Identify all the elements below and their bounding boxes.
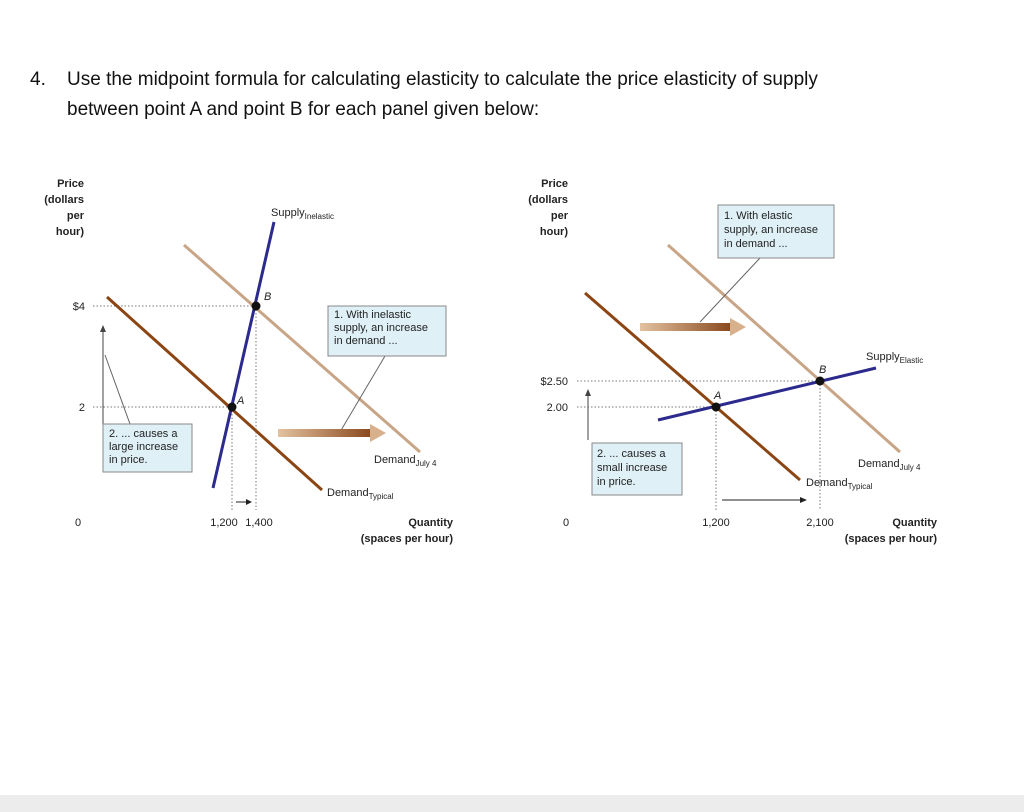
sub: July 4 (416, 459, 437, 468)
callout-text: small increase (597, 462, 667, 474)
name: Demand (327, 487, 369, 499)
origin: 0 (563, 517, 569, 529)
y-label: $4 (73, 301, 85, 313)
axis-title: hour) (540, 226, 568, 238)
point-label: B (819, 364, 826, 376)
shift-arrow (278, 429, 370, 437)
point-label: B (264, 291, 271, 303)
curve-label: DemandJuly 4 (374, 454, 437, 468)
callout-text: supply, an increase (334, 322, 428, 334)
curve-label: SupplyInelastic (271, 207, 334, 221)
panel-1: Price (dollars per hour) $4 2 0 1,200 1,… (44, 178, 454, 545)
y-label: 2.00 (547, 402, 568, 414)
callout-text: in demand ... (334, 335, 398, 347)
shift-arrow-head (370, 424, 386, 442)
axis-title: Price (57, 178, 84, 190)
x-label: 1,400 (245, 517, 273, 529)
leader (104, 354, 131, 425)
axis-title: Quantity (892, 517, 937, 529)
guide (93, 305, 257, 510)
x-label: 1,200 (702, 517, 730, 529)
supply (211, 221, 276, 489)
bottom-strip (0, 795, 1024, 812)
axis-title: (dollars (44, 194, 84, 206)
question-line: Use the midpoint formula for calculating… (67, 69, 818, 90)
callout-text: 2. ... causes a (597, 448, 666, 460)
callout-text: 1. With elastic (724, 210, 793, 222)
demand-new (183, 243, 421, 454)
supply (657, 366, 877, 422)
demand-old (105, 295, 324, 492)
callout (327, 305, 447, 357)
name: Demand (806, 477, 848, 489)
axis-title: per (67, 210, 85, 222)
axis-title: per (551, 210, 569, 222)
y-label: $2.50 (540, 376, 568, 388)
y-label: 2 (79, 402, 85, 414)
name: Demand (858, 458, 900, 470)
name: Supply (866, 351, 900, 363)
callout-text: large increase (109, 441, 178, 453)
axis-title: (spaces per hour) (361, 533, 454, 545)
question-number: 4. (30, 69, 46, 90)
leader (339, 355, 386, 433)
sub: July 4 (900, 463, 921, 472)
name: Demand (374, 454, 416, 466)
origin: 0 (75, 517, 81, 529)
callout-text: in demand ... (724, 238, 788, 250)
shift-arrow-head (730, 318, 746, 336)
sub: Inelastic (305, 212, 334, 221)
callout (591, 442, 683, 496)
axis-title: Quantity (408, 517, 453, 529)
sub: Elastic (900, 356, 924, 365)
callout-text: supply, an increase (724, 224, 818, 236)
demand-old (584, 291, 801, 482)
sub: Typical (848, 482, 873, 491)
callout-text: 1. With inelastic (334, 309, 412, 321)
curve-label: DemandTypical (806, 477, 873, 491)
callout (102, 423, 193, 473)
axis-title: hour) (56, 226, 84, 238)
point (711, 402, 721, 412)
arrow-head (585, 389, 591, 396)
axis-title: (dollars (528, 194, 568, 206)
arrow-head (800, 497, 807, 503)
panel-2: Price (dollars per hour) $2.50 2.00 0 1,… (528, 178, 938, 545)
point (227, 402, 237, 412)
point (815, 376, 825, 386)
leader (699, 257, 761, 323)
curve-label: DemandTypical (327, 487, 394, 501)
x-label: 1,200 (210, 517, 238, 529)
arrow-head (100, 325, 106, 332)
callout-text: in price. (109, 454, 148, 466)
point-label: A (236, 395, 244, 407)
point (251, 301, 261, 311)
axis-title: (spaces per hour) (845, 533, 938, 545)
question-line: between point A and point B for each pan… (67, 99, 540, 120)
callout-text: in price. (597, 476, 636, 488)
name: Supply (271, 207, 305, 219)
sub: Typical (369, 492, 394, 501)
curve-label: DemandJuly 4 (858, 458, 921, 472)
curve-label: SupplyElastic (866, 351, 923, 365)
callout-text: 2. ... causes a (109, 428, 178, 440)
shift-arrow (640, 323, 730, 331)
demand-new (667, 243, 901, 454)
x-label: 2,100 (806, 517, 834, 529)
callout (717, 204, 835, 259)
axis-title: Price (541, 178, 568, 190)
arrow-head (246, 499, 252, 505)
point-label: A (713, 390, 721, 402)
